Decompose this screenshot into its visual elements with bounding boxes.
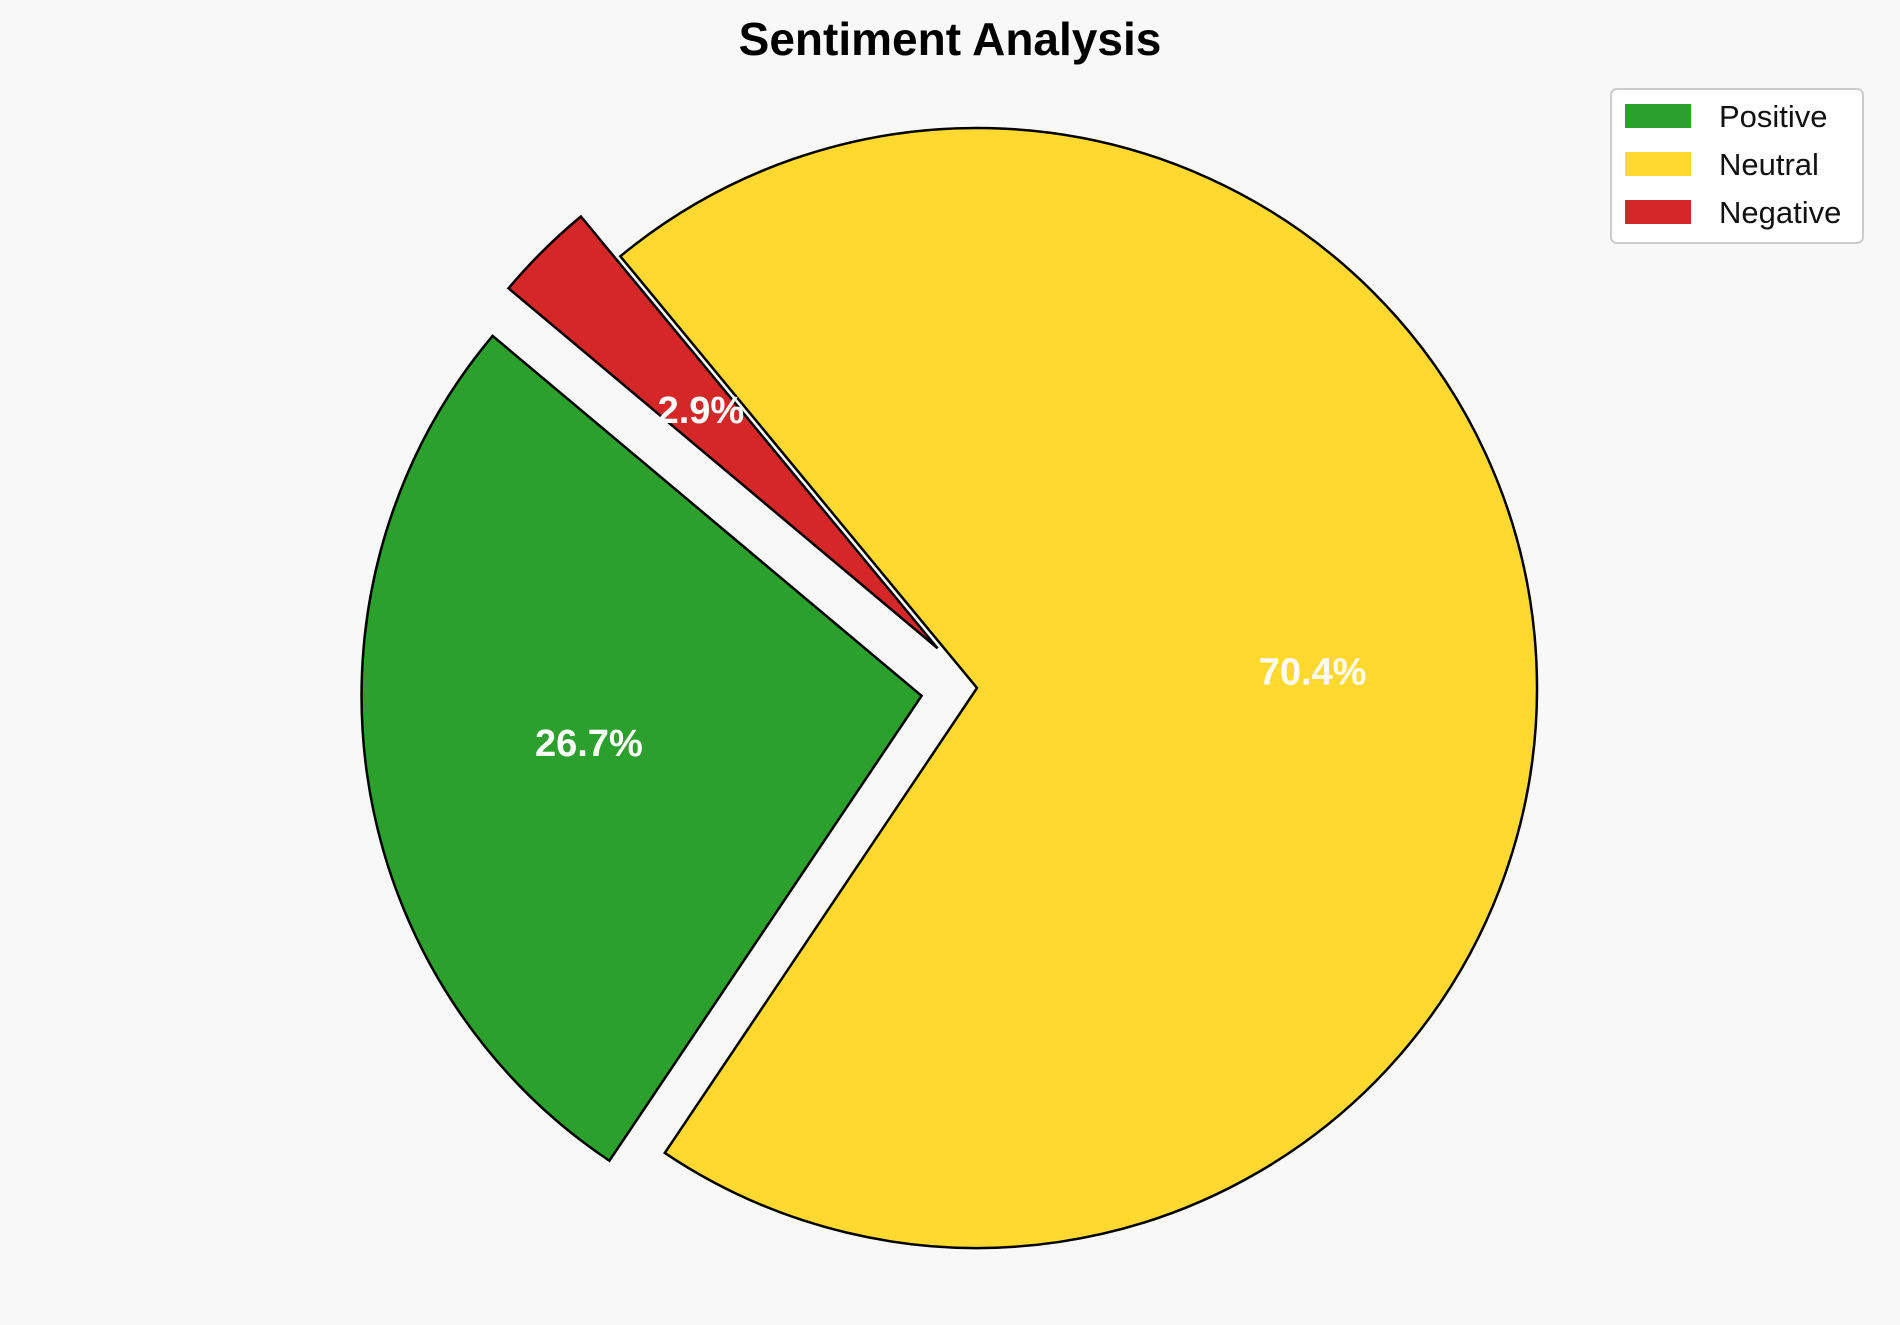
legend-swatch-positive [1625, 104, 1691, 128]
legend-swatch-negative [1625, 200, 1691, 224]
legend-label-neutral: Neutral [1719, 147, 1819, 182]
legend: Positive Neutral Negative [1610, 88, 1864, 244]
pie-slice-neutral [618, 126, 1539, 1250]
legend-label-negative: Negative [1719, 195, 1841, 230]
pie-value-labels: 26.7% 70.4% 2.9% [535, 390, 1366, 765]
legend-swatch-neutral [1625, 152, 1691, 176]
pie-slices [360, 126, 1539, 1250]
pie-value-label-neutral: 70.4% [1259, 651, 1367, 693]
pie-value-label-negative: 2.9% [658, 390, 745, 432]
pie-value-label-positive: 26.7% [535, 723, 643, 765]
pie-slice-positive [360, 334, 924, 1163]
pie-slice-negative [506, 214, 939, 650]
chart-title: Sentiment Analysis [739, 13, 1162, 65]
legend-label-positive: Positive [1719, 99, 1828, 134]
